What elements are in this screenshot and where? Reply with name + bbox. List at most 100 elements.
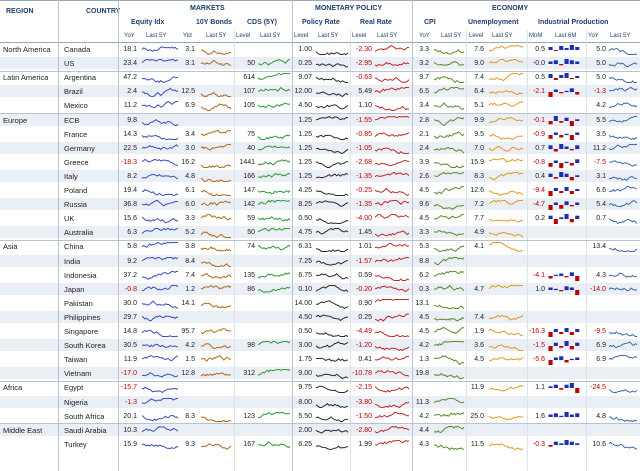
cds-level: 167 [243,440,255,448]
ip-bar [553,441,558,445]
sparkline-path [200,59,232,67]
unemployment-level: 11.9 [470,384,484,392]
equity-yoy: -0.8 [124,285,137,293]
bond-yield: 4.8 [185,172,195,180]
sparkline-path [374,214,410,220]
country-name: Philippines [64,312,101,322]
equity-sparkline [141,270,178,280]
column-divider [118,0,119,471]
country-name: Germany [64,143,95,153]
ip-bar [559,171,564,177]
ip-bar [564,48,569,50]
sub-header: Last 5Y [441,33,462,39]
cds-sparkline [257,159,291,166]
cds-sparkline [257,172,291,179]
unemployment-level: 3.6 [474,342,484,350]
sparkline-path [608,286,638,291]
sparkline-path [433,171,465,177]
real-rate-sparkline [374,330,410,337]
bond-sparkline [200,92,231,98]
sparkline-path [488,190,524,196]
ip-bar [553,60,558,65]
sparkline-path [433,146,465,154]
ip-bar [564,73,569,79]
policy-rate: 6.75 [298,271,312,279]
equity-yoy: 22.5 [123,144,137,152]
unemployment-level: 25.0 [470,412,484,420]
sparkline-path [374,256,410,262]
bond-sparkline [200,372,232,377]
sparkline-path [257,411,291,419]
sparkline-path [374,147,410,154]
equity-yoy: 8.2 [127,172,137,180]
bond-yield: 3.8 [185,243,195,251]
country-name: US [64,59,75,69]
sparkline-path [433,161,465,168]
cds-sparkline [257,341,291,346]
unemployment-level: 15.9 [470,158,484,166]
ip-bar [569,134,574,140]
policy-rate: 8.25 [298,201,312,209]
country-name: Japan [64,284,85,294]
real-rate-sparkline [374,243,410,249]
policy-sparkline [315,190,349,196]
bonds-header: 10Y Bonds [196,19,233,26]
ip-bar [564,214,569,220]
equity-yoy: 15.6 [123,215,137,223]
ip-mom: 0.5 [535,46,545,53]
equity-yoy: -17.0 [121,370,137,378]
policy-rate: 12.00 [294,88,312,96]
column-divider [292,0,293,471]
ip-mom: -5.6 [532,356,545,364]
sparkline-path [488,157,524,163]
cpi-yoy: 6.2 [419,271,429,279]
cpi-sparkline [433,116,465,126]
real-rate-sparkline [374,439,410,446]
ip-bar [553,160,558,163]
ip-yoy: 5.0 [596,46,606,53]
equity-sparkline [141,188,179,197]
sparkline-path [374,370,410,377]
real-rate: -1.20 [356,342,372,350]
sparkline-path [141,76,179,84]
sparkline-path [141,59,179,63]
policy-sparkline [315,218,349,225]
real-rate-sparkline [374,230,410,238]
policy-sparkline [315,147,349,154]
cpi-yoy: 4.4 [419,426,429,434]
ip-bar [575,175,580,177]
ip-bar [575,76,580,79]
unemployment-level: 6.4 [474,88,484,96]
real-rate: 0.59 [358,271,372,279]
cpi-yoy: 11.3 [415,398,429,406]
bond-yield: 14.1 [181,299,195,307]
sparkline-path [200,302,232,309]
sparkline-path [257,341,291,346]
policy-sparkline [315,373,349,380]
real-rate-sparkline [374,313,410,322]
sparkline-path [141,329,179,337]
ip-sparkline [608,331,637,337]
ip-bar [569,219,574,223]
policy-rate: 7.25 [298,257,312,265]
country-name: Egypt [64,383,84,393]
sub-header: Last 6M [555,33,577,39]
real-rate-sparkline [374,256,410,262]
ip-bar [553,132,558,135]
cpi-sparkline [433,284,465,291]
cds-level: 50 [247,60,255,68]
ip-mom: 1.0 [535,285,545,293]
region-label: North America [3,45,51,54]
equity-sparkline [141,200,178,207]
unemployment-level: 7.2 [474,201,484,209]
ip-bar [559,162,564,168]
sparkline-path [315,91,349,98]
ip-sparkline [608,102,638,109]
ip-mom: 0.2 [535,215,545,223]
policy-sparkline [315,445,349,450]
sub-header: Last 5Y [260,33,281,39]
unemployment-sparkline [488,328,524,337]
bond-sparkline [200,143,231,151]
ip-bar [569,358,574,361]
ip-bar [575,342,580,347]
